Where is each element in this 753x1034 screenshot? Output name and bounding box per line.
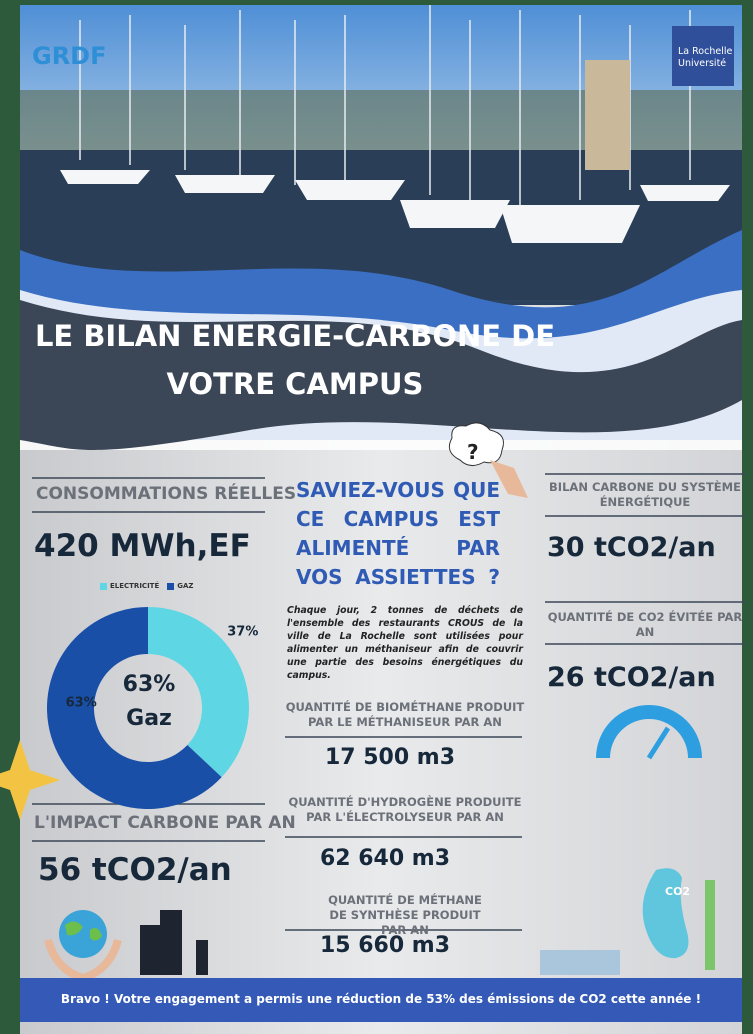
legend-swatch bbox=[167, 582, 175, 590]
factory bbox=[540, 950, 620, 975]
title-line: LE BILAN ENERGIE-CARBONE DE bbox=[34, 319, 556, 353]
footprint-label: CO2 bbox=[665, 885, 691, 898]
building bbox=[140, 910, 208, 975]
value: 56 tCO2/an bbox=[38, 852, 232, 888]
legend-swatch bbox=[100, 582, 107, 590]
section-heading: L'IMPACT CARBONE PAR AN bbox=[34, 813, 296, 833]
logo-university: La Rochelle Université bbox=[672, 26, 734, 86]
slice-label: 37% bbox=[227, 625, 258, 640]
scale bbox=[705, 880, 715, 970]
trees bbox=[20, 90, 742, 150]
footer-bar bbox=[20, 978, 742, 1022]
question: SAVIEZ-VOUS QUE CE CAMPUS EST ALIMENTÉ P… bbox=[296, 476, 500, 592]
legend-item: GAZ bbox=[167, 582, 193, 590]
hands bbox=[44, 938, 122, 982]
donut-slice bbox=[46, 607, 222, 810]
donut-slice bbox=[148, 607, 249, 778]
quantity-value: 15 660 m3 bbox=[319, 933, 451, 958]
question-line: ALIMENTÉ PAR bbox=[296, 536, 500, 560]
donut-center: 63% Gaz bbox=[113, 668, 185, 736]
footprint bbox=[642, 868, 689, 959]
center-label: Gaz bbox=[126, 706, 172, 731]
value: 420 MWh,EF bbox=[34, 528, 251, 564]
legend: ELECTRICITÉ GAZ bbox=[100, 582, 193, 590]
quantity-label: QUANTITÉ D'HYDROGÈNE PRODUITE PAR L'ÉLEC… bbox=[288, 795, 522, 824]
gauge bbox=[596, 705, 702, 759]
question-line: VOS ASSIETTES ? bbox=[296, 565, 500, 589]
quantity-value: 62 640 m3 bbox=[319, 846, 451, 871]
bubble bbox=[448, 422, 504, 466]
hand bbox=[490, 460, 528, 498]
section-heading: QUANTITÉ DE CO2 ÉVITÉE PAR AN bbox=[547, 610, 743, 639]
quantity-label: QUANTITÉ DE BIOMÉTHANE PRODUIT PAR LE MÉ… bbox=[285, 700, 525, 729]
center-value: 63% bbox=[122, 672, 176, 697]
bubble-mark: ? bbox=[467, 440, 479, 464]
legend-item: ELECTRICITÉ bbox=[100, 582, 159, 590]
question-line: CE CAMPUS EST bbox=[296, 507, 500, 531]
wave-dark bbox=[20, 300, 742, 450]
value: 26 tCO2/an bbox=[547, 662, 716, 693]
earth-land bbox=[65, 921, 102, 941]
legend-label: ELECTRICITÉ bbox=[110, 582, 160, 590]
gauge-needle bbox=[646, 726, 671, 760]
rules bbox=[32, 473, 745, 931]
slice-label: 63% bbox=[66, 695, 97, 710]
paragraph: Chaque jour, 2 tonnes de déchets de l'en… bbox=[287, 605, 523, 681]
title-line: VOTRE CAMPUS bbox=[166, 367, 424, 401]
title: LE BILAN ENERGIE-CARBONE DE VOTRE CAMPUS bbox=[0, 312, 590, 408]
quantity-value: 17 500 m3 bbox=[324, 745, 456, 770]
tower bbox=[585, 60, 630, 170]
donut: 37% 63% bbox=[46, 607, 258, 810]
quantity-label: QUANTITÉ DE MÉTHANE DE SYNTHÈSE PRODUIT … bbox=[328, 893, 482, 937]
section-heading: BILAN CARBONE DU SYSTÈME ÉNERGÉTIQUE bbox=[549, 480, 741, 509]
sparkle bbox=[0, 740, 60, 820]
legend-label: GAZ bbox=[177, 582, 194, 590]
question-line: SAVIEZ-VOUS QUE bbox=[296, 478, 500, 502]
footer: Bravo ! Votre engagement a permis une ré… bbox=[60, 992, 702, 1006]
section-heading: CONSOMMATIONS RÉELLES bbox=[36, 484, 297, 504]
value: 30 tCO2/an bbox=[547, 532, 716, 563]
logo-grdf: GRDF bbox=[32, 42, 107, 70]
boats bbox=[60, 170, 730, 243]
